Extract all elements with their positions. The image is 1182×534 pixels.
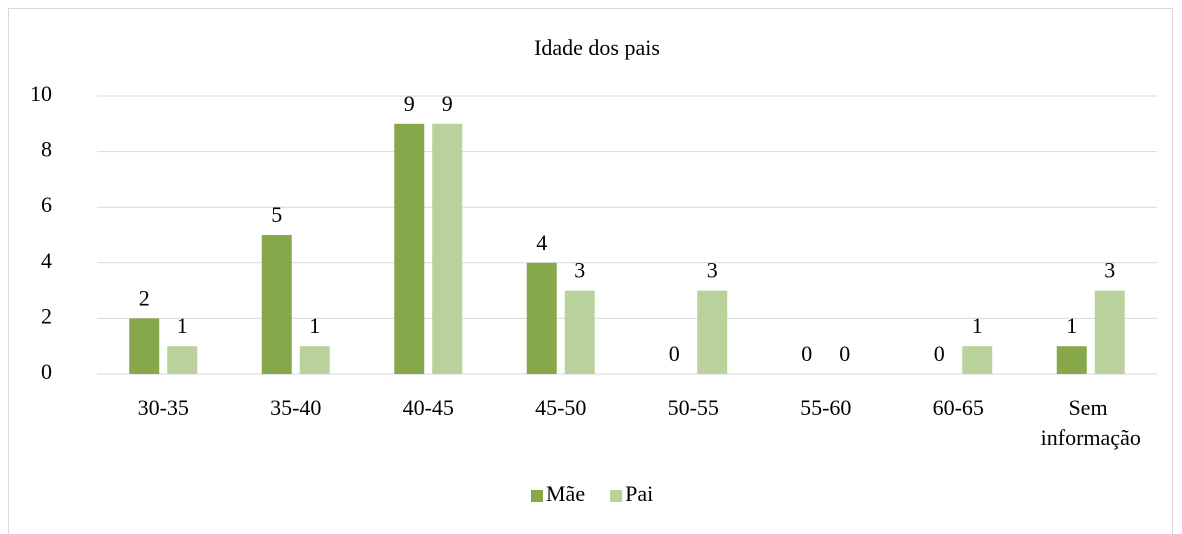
data-label: 2 [139, 285, 150, 310]
bar [261, 235, 292, 374]
data-label: 9 [404, 91, 415, 116]
bar [432, 123, 463, 374]
y-tick-label: 4 [41, 248, 52, 273]
legend-swatch [610, 490, 623, 502]
data-label: 0 [669, 341, 680, 366]
y-tick-label: 2 [41, 303, 52, 328]
data-label: 5 [271, 202, 282, 227]
bar [1094, 290, 1125, 374]
x-tick-label: Sem informação [1041, 395, 1141, 450]
x-tick-label: 40-45 [403, 395, 454, 420]
chart-title: Idade dos pais [534, 35, 660, 60]
legend-label: Mãe [546, 481, 585, 506]
x-tick-label: 50-55 [668, 395, 719, 420]
y-tick-label: 10 [30, 81, 52, 106]
bar [962, 346, 993, 374]
bar [697, 290, 728, 374]
data-label: 1 [972, 313, 983, 338]
data-label: 0 [934, 341, 945, 366]
data-label: 0 [839, 341, 850, 366]
data-label: 1 [177, 313, 188, 338]
data-label: 3 [574, 258, 585, 283]
data-label: 1 [1066, 313, 1077, 338]
bar [564, 290, 595, 374]
bar [129, 318, 160, 374]
data-label: 9 [442, 91, 453, 116]
x-tick-label: 45-50 [535, 395, 586, 420]
legend-label: Pai [625, 481, 653, 506]
chart-frame [8, 8, 1173, 534]
data-label: 0 [801, 341, 812, 366]
bar [526, 262, 557, 374]
x-tick-label: 35-40 [270, 395, 321, 420]
legend-swatch [531, 490, 543, 502]
bar [299, 346, 330, 374]
y-tick-label: 6 [41, 192, 52, 217]
y-tick-label: 0 [41, 359, 52, 384]
data-label: 3 [1104, 258, 1115, 283]
bar [1056, 346, 1087, 374]
data-label: 4 [536, 230, 547, 255]
y-tick-label: 8 [41, 137, 52, 162]
x-tick-label: 60-65 [933, 395, 984, 420]
data-label: 1 [309, 313, 320, 338]
bar [394, 123, 425, 374]
data-label: 3 [707, 258, 718, 283]
bar [167, 346, 198, 374]
x-tick-label: 55-60 [800, 395, 851, 420]
x-tick-label: 30-35 [138, 395, 189, 420]
